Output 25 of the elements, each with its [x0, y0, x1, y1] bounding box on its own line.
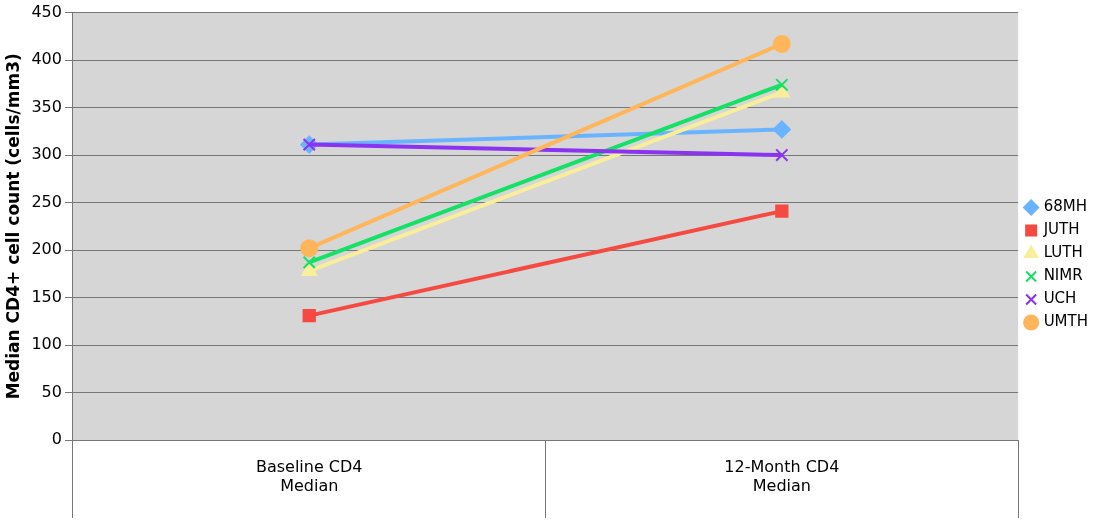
legend-label: JUTH: [1042, 220, 1080, 239]
y-tick-label: 50: [41, 381, 62, 401]
y-tick-label: 300: [31, 144, 62, 164]
point: [775, 204, 789, 218]
legend-label: UCH: [1043, 289, 1077, 308]
x-tick-label: 12-Month CD4 Median: [724, 456, 840, 495]
point: [775, 148, 789, 162]
y-tick-label: 450: [31, 1, 62, 21]
point: [772, 34, 791, 53]
y-tick-label: 0: [51, 429, 62, 449]
legend-label: 68MH: [1043, 197, 1087, 216]
y-tick-label: 100: [31, 334, 62, 354]
point: [300, 239, 319, 258]
x-tick-label: Baseline CD4 Median: [255, 456, 363, 495]
y-tick-label: 150: [31, 286, 62, 306]
y-tick-label: 400: [31, 49, 62, 69]
y-tick-label: 250: [31, 191, 62, 211]
point: [772, 120, 791, 139]
legend-label: NIMR: [1043, 266, 1083, 285]
legend-label: UMTH: [1043, 312, 1089, 331]
legend-label: LUTH: [1043, 243, 1083, 262]
y-axis-title: Median CD4+ cell count (cells/mm3): [2, 53, 23, 400]
y-tick-label: 200: [31, 239, 62, 259]
y-tick-label: 350: [31, 96, 62, 116]
point: [302, 308, 316, 323]
